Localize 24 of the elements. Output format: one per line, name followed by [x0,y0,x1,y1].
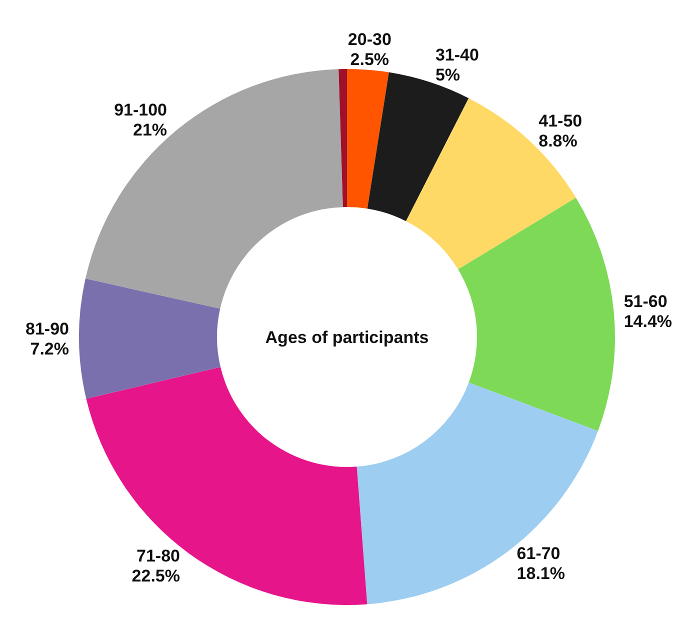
data-label: 14.4% [624,312,672,331]
slice-label: 71-80 [136,546,180,566]
text: Ages of participants [265,328,429,347]
data-label: 22.5% [132,566,180,586]
data-label: 5% [435,66,460,85]
data-label: 21% [132,120,168,140]
donut-slice [86,366,368,605]
slice-label: 31-40 [435,46,479,65]
data-label: 7.2% [30,340,70,359]
data-label: 8.8% [538,131,578,150]
slice-label: 61-70 [516,544,560,564]
donut-slice [85,69,343,309]
data-label: 18.1% [516,564,565,584]
slice-label: 41-50 [538,111,582,130]
slice-label: 81-90 [26,320,70,339]
donut-slice [338,69,347,208]
slice-label: 20-30 [348,30,392,49]
slice-label: 51-60 [624,292,668,311]
donut-slice [79,278,220,399]
slice-label: 91-100 [114,100,168,120]
donut-slice [347,69,389,209]
data-label: 2.5% [350,50,390,69]
donut-slice [458,198,615,431]
donut-slice [356,382,598,604]
